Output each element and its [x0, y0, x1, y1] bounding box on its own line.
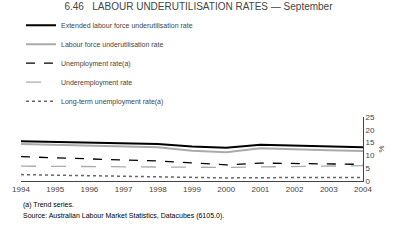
svg-text:Source: Australian Labour Mark: Source: Australian Labour Market Statist… — [23, 212, 224, 220]
svg-text:1998: 1998 — [149, 185, 167, 194]
svg-text:0: 0 — [366, 177, 371, 186]
svg-text:1999: 1999 — [183, 185, 201, 194]
svg-text:5: 5 — [366, 164, 371, 173]
svg-text:1994: 1994 — [12, 185, 30, 194]
svg-text:6.46 LABOUR UNDERUTILISATION: 6.46 LABOUR UNDERUTILISATION RATES — Sep… — [64, 1, 333, 12]
svg-text:2001: 2001 — [252, 185, 270, 194]
svg-text:25: 25 — [366, 113, 375, 122]
svg-text:20: 20 — [366, 126, 375, 135]
svg-text:1996: 1996 — [81, 185, 99, 194]
svg-text:1997: 1997 — [115, 185, 133, 194]
svg-text:2000: 2000 — [217, 185, 235, 194]
svg-text:Extended labour force underuti: Extended labour force underutilisation r… — [61, 22, 193, 29]
svg-text:2004: 2004 — [354, 185, 372, 194]
svg-text:Labour force underutilisation: Labour force underutilisation rate — [61, 41, 163, 48]
svg-text:Long-term unemployment rate(a): Long-term unemployment rate(a) — [61, 98, 163, 106]
svg-text:(a) Trend series.: (a) Trend series. — [23, 201, 74, 209]
svg-text:10: 10 — [366, 151, 375, 160]
svg-text:2002: 2002 — [286, 185, 304, 194]
svg-text:15: 15 — [366, 138, 375, 147]
svg-text:2003: 2003 — [320, 185, 338, 194]
svg-text:%: % — [377, 145, 386, 152]
svg-text:Underemployment rate: Underemployment rate — [61, 79, 132, 87]
svg-text:1995: 1995 — [46, 185, 64, 194]
svg-text:Unemployment rate(a): Unemployment rate(a) — [61, 60, 131, 68]
